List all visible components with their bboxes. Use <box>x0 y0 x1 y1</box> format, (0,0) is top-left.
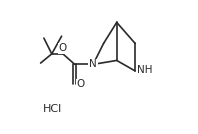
Text: NH: NH <box>137 65 152 75</box>
Text: O: O <box>77 79 85 89</box>
Text: N: N <box>89 59 97 69</box>
Text: O: O <box>59 43 67 53</box>
Text: HCl: HCl <box>43 104 62 114</box>
